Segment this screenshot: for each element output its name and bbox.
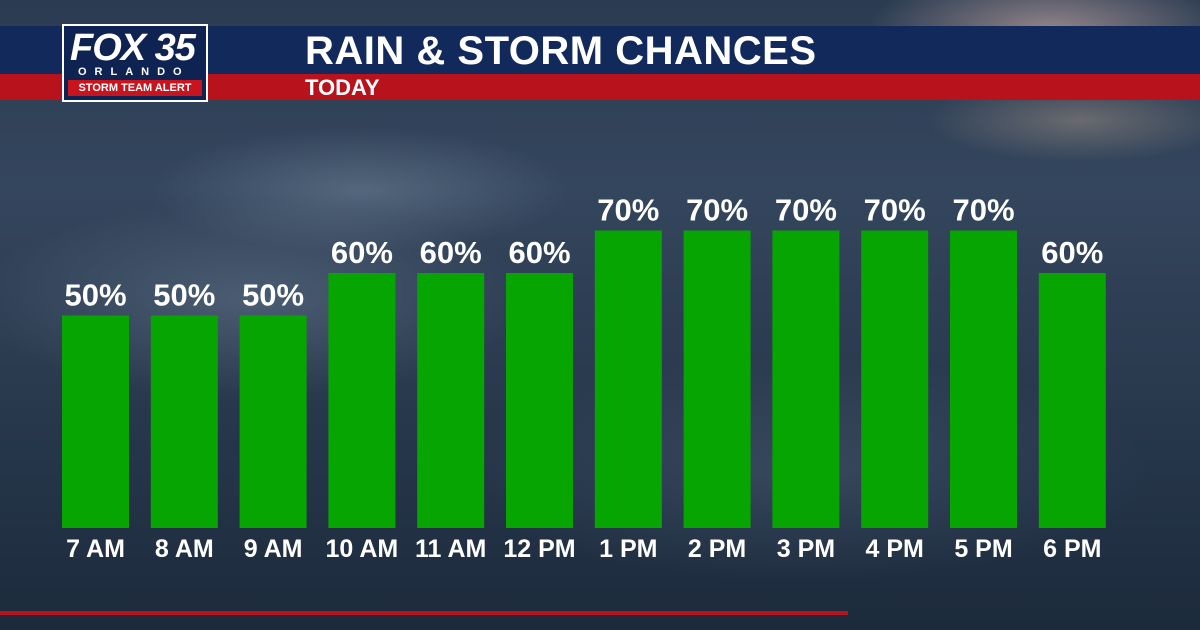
bar [417,273,485,528]
x-tick-label: 11 AM [415,535,486,563]
bar [328,273,396,528]
bottom-accent-line [0,611,848,615]
data-label: 50% [242,278,304,313]
x-tick-label: 6 PM [1043,535,1101,563]
x-tick-label: 10 AM [326,535,399,563]
bar [150,315,218,528]
x-tick-label: 8 AM [155,535,214,563]
data-label: 60% [508,235,570,270]
data-label: 70% [952,193,1014,228]
logo-wordmark: FOX 35 [70,27,196,69]
data-label: 70% [597,193,659,228]
bar [950,230,1017,528]
bar [62,315,129,528]
x-tick-label: 2 PM [688,535,746,563]
logo-alert-badge: STORM TEAM ALERT [68,80,202,96]
chart-title: RAIN & STORM CHANCES [305,29,817,73]
bar [861,230,929,528]
data-label: 70% [686,193,748,228]
x-tick-label: 4 PM [866,535,924,563]
x-tick-label: 5 PM [954,535,1012,563]
x-tick-label: 3 PM [777,535,835,563]
data-label: 50% [153,278,215,313]
station-logo: FOX 35 ORLANDO STORM TEAM ALERT [62,24,208,102]
bar [772,230,840,528]
chart-subtitle: TODAY [305,75,380,100]
x-tick-label: 12 PM [503,535,575,563]
data-label: 70% [864,193,926,228]
data-label: 50% [64,278,126,313]
data-label: 60% [1041,235,1103,270]
bar [506,273,573,528]
x-tick-label: 1 PM [599,535,657,563]
data-label: 70% [775,193,837,228]
logo-city: ORLANDO [78,66,190,78]
bar [1038,273,1106,528]
data-label: 60% [420,235,482,270]
x-tick-label: 9 AM [244,535,303,563]
data-label: 60% [331,235,393,270]
bar [683,230,751,528]
bar [239,315,307,528]
bar [594,230,662,528]
x-tick-label: 7 AM [66,535,125,563]
